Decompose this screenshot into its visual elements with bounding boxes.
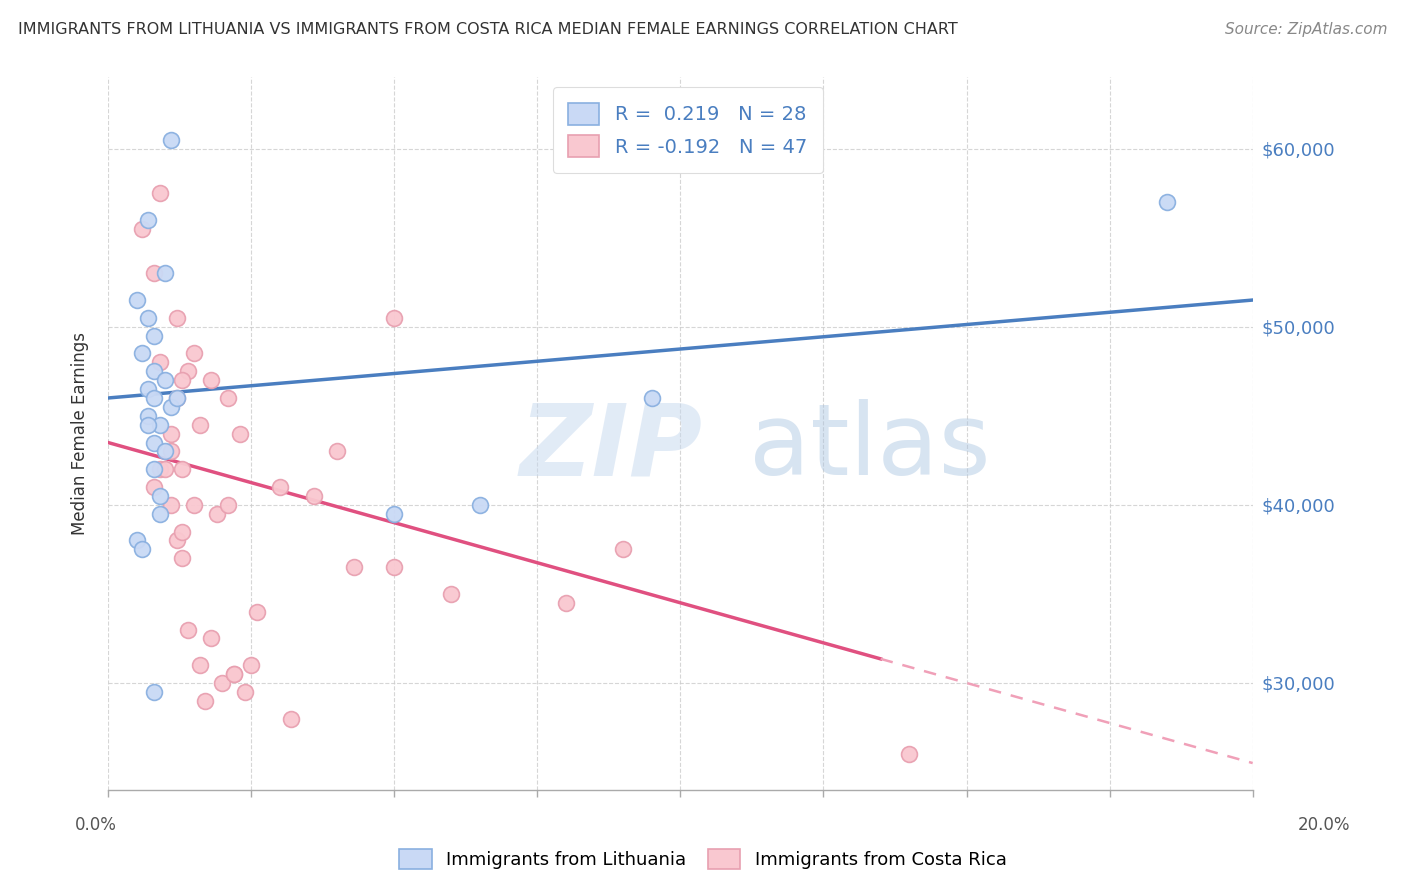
Point — [148, 462, 170, 476]
Point — [166, 391, 188, 405]
Legend: Immigrants from Lithuania, Immigrants from Costa Rica: Immigrants from Lithuania, Immigrants fr… — [391, 839, 1015, 879]
Point — [136, 409, 159, 423]
Text: ZIP: ZIP — [520, 400, 703, 496]
Point — [172, 551, 194, 566]
Text: 0.0%: 0.0% — [75, 816, 117, 834]
Point — [160, 133, 183, 147]
Point — [142, 391, 165, 405]
Point — [148, 507, 170, 521]
Point — [142, 435, 165, 450]
Point — [155, 373, 177, 387]
Point — [194, 694, 217, 708]
Point — [382, 560, 405, 574]
Point — [142, 364, 165, 378]
Point — [898, 747, 921, 761]
Text: 20.0%: 20.0% — [1298, 816, 1351, 834]
Point — [177, 364, 200, 378]
Point — [155, 266, 177, 280]
Point — [160, 400, 183, 414]
Point — [131, 346, 153, 360]
Point — [142, 480, 165, 494]
Point — [166, 310, 188, 325]
Point — [125, 293, 148, 307]
Point — [188, 417, 211, 432]
Point — [160, 498, 183, 512]
Point — [172, 524, 194, 539]
Point — [155, 444, 177, 458]
Point — [440, 587, 463, 601]
Text: IMMIGRANTS FROM LITHUANIA VS IMMIGRANTS FROM COSTA RICA MEDIAN FEMALE EARNINGS C: IMMIGRANTS FROM LITHUANIA VS IMMIGRANTS … — [18, 22, 957, 37]
Point — [326, 444, 349, 458]
Point — [142, 328, 165, 343]
Point — [148, 489, 170, 503]
Point — [240, 658, 263, 673]
Point — [183, 346, 205, 360]
Point — [125, 533, 148, 548]
Point — [343, 560, 366, 574]
Point — [142, 266, 165, 280]
Point — [183, 498, 205, 512]
Point — [177, 623, 200, 637]
Point — [1156, 195, 1178, 210]
Point — [148, 355, 170, 369]
Point — [155, 462, 177, 476]
Point — [280, 712, 302, 726]
Point — [166, 391, 188, 405]
Text: Source: ZipAtlas.com: Source: ZipAtlas.com — [1225, 22, 1388, 37]
Point — [200, 373, 222, 387]
Point — [136, 213, 159, 227]
Point — [302, 489, 325, 503]
Point — [217, 391, 239, 405]
Point — [200, 632, 222, 646]
Point — [222, 667, 245, 681]
Point — [468, 498, 491, 512]
Point — [136, 382, 159, 396]
Point — [222, 667, 245, 681]
Point — [166, 533, 188, 548]
Y-axis label: Median Female Earnings: Median Female Earnings — [72, 332, 89, 535]
Point — [160, 426, 183, 441]
Point — [142, 685, 165, 699]
Point — [217, 498, 239, 512]
Point — [148, 186, 170, 201]
Point — [228, 426, 250, 441]
Text: atlas: atlas — [749, 400, 991, 496]
Point — [382, 310, 405, 325]
Point — [188, 658, 211, 673]
Point — [136, 417, 159, 432]
Point — [641, 391, 664, 405]
Point — [205, 507, 228, 521]
Point — [172, 462, 194, 476]
Point — [131, 542, 153, 557]
Point — [382, 507, 405, 521]
Point — [554, 596, 576, 610]
Point — [160, 444, 183, 458]
Point — [612, 542, 634, 557]
Point — [211, 676, 233, 690]
Point — [246, 605, 269, 619]
Point — [136, 310, 159, 325]
Point — [142, 462, 165, 476]
Point — [148, 417, 170, 432]
Point — [172, 373, 194, 387]
Point — [131, 222, 153, 236]
Legend: R =  0.219   N = 28, R = -0.192   N = 47: R = 0.219 N = 28, R = -0.192 N = 47 — [553, 87, 823, 173]
Point — [235, 685, 257, 699]
Point — [269, 480, 291, 494]
